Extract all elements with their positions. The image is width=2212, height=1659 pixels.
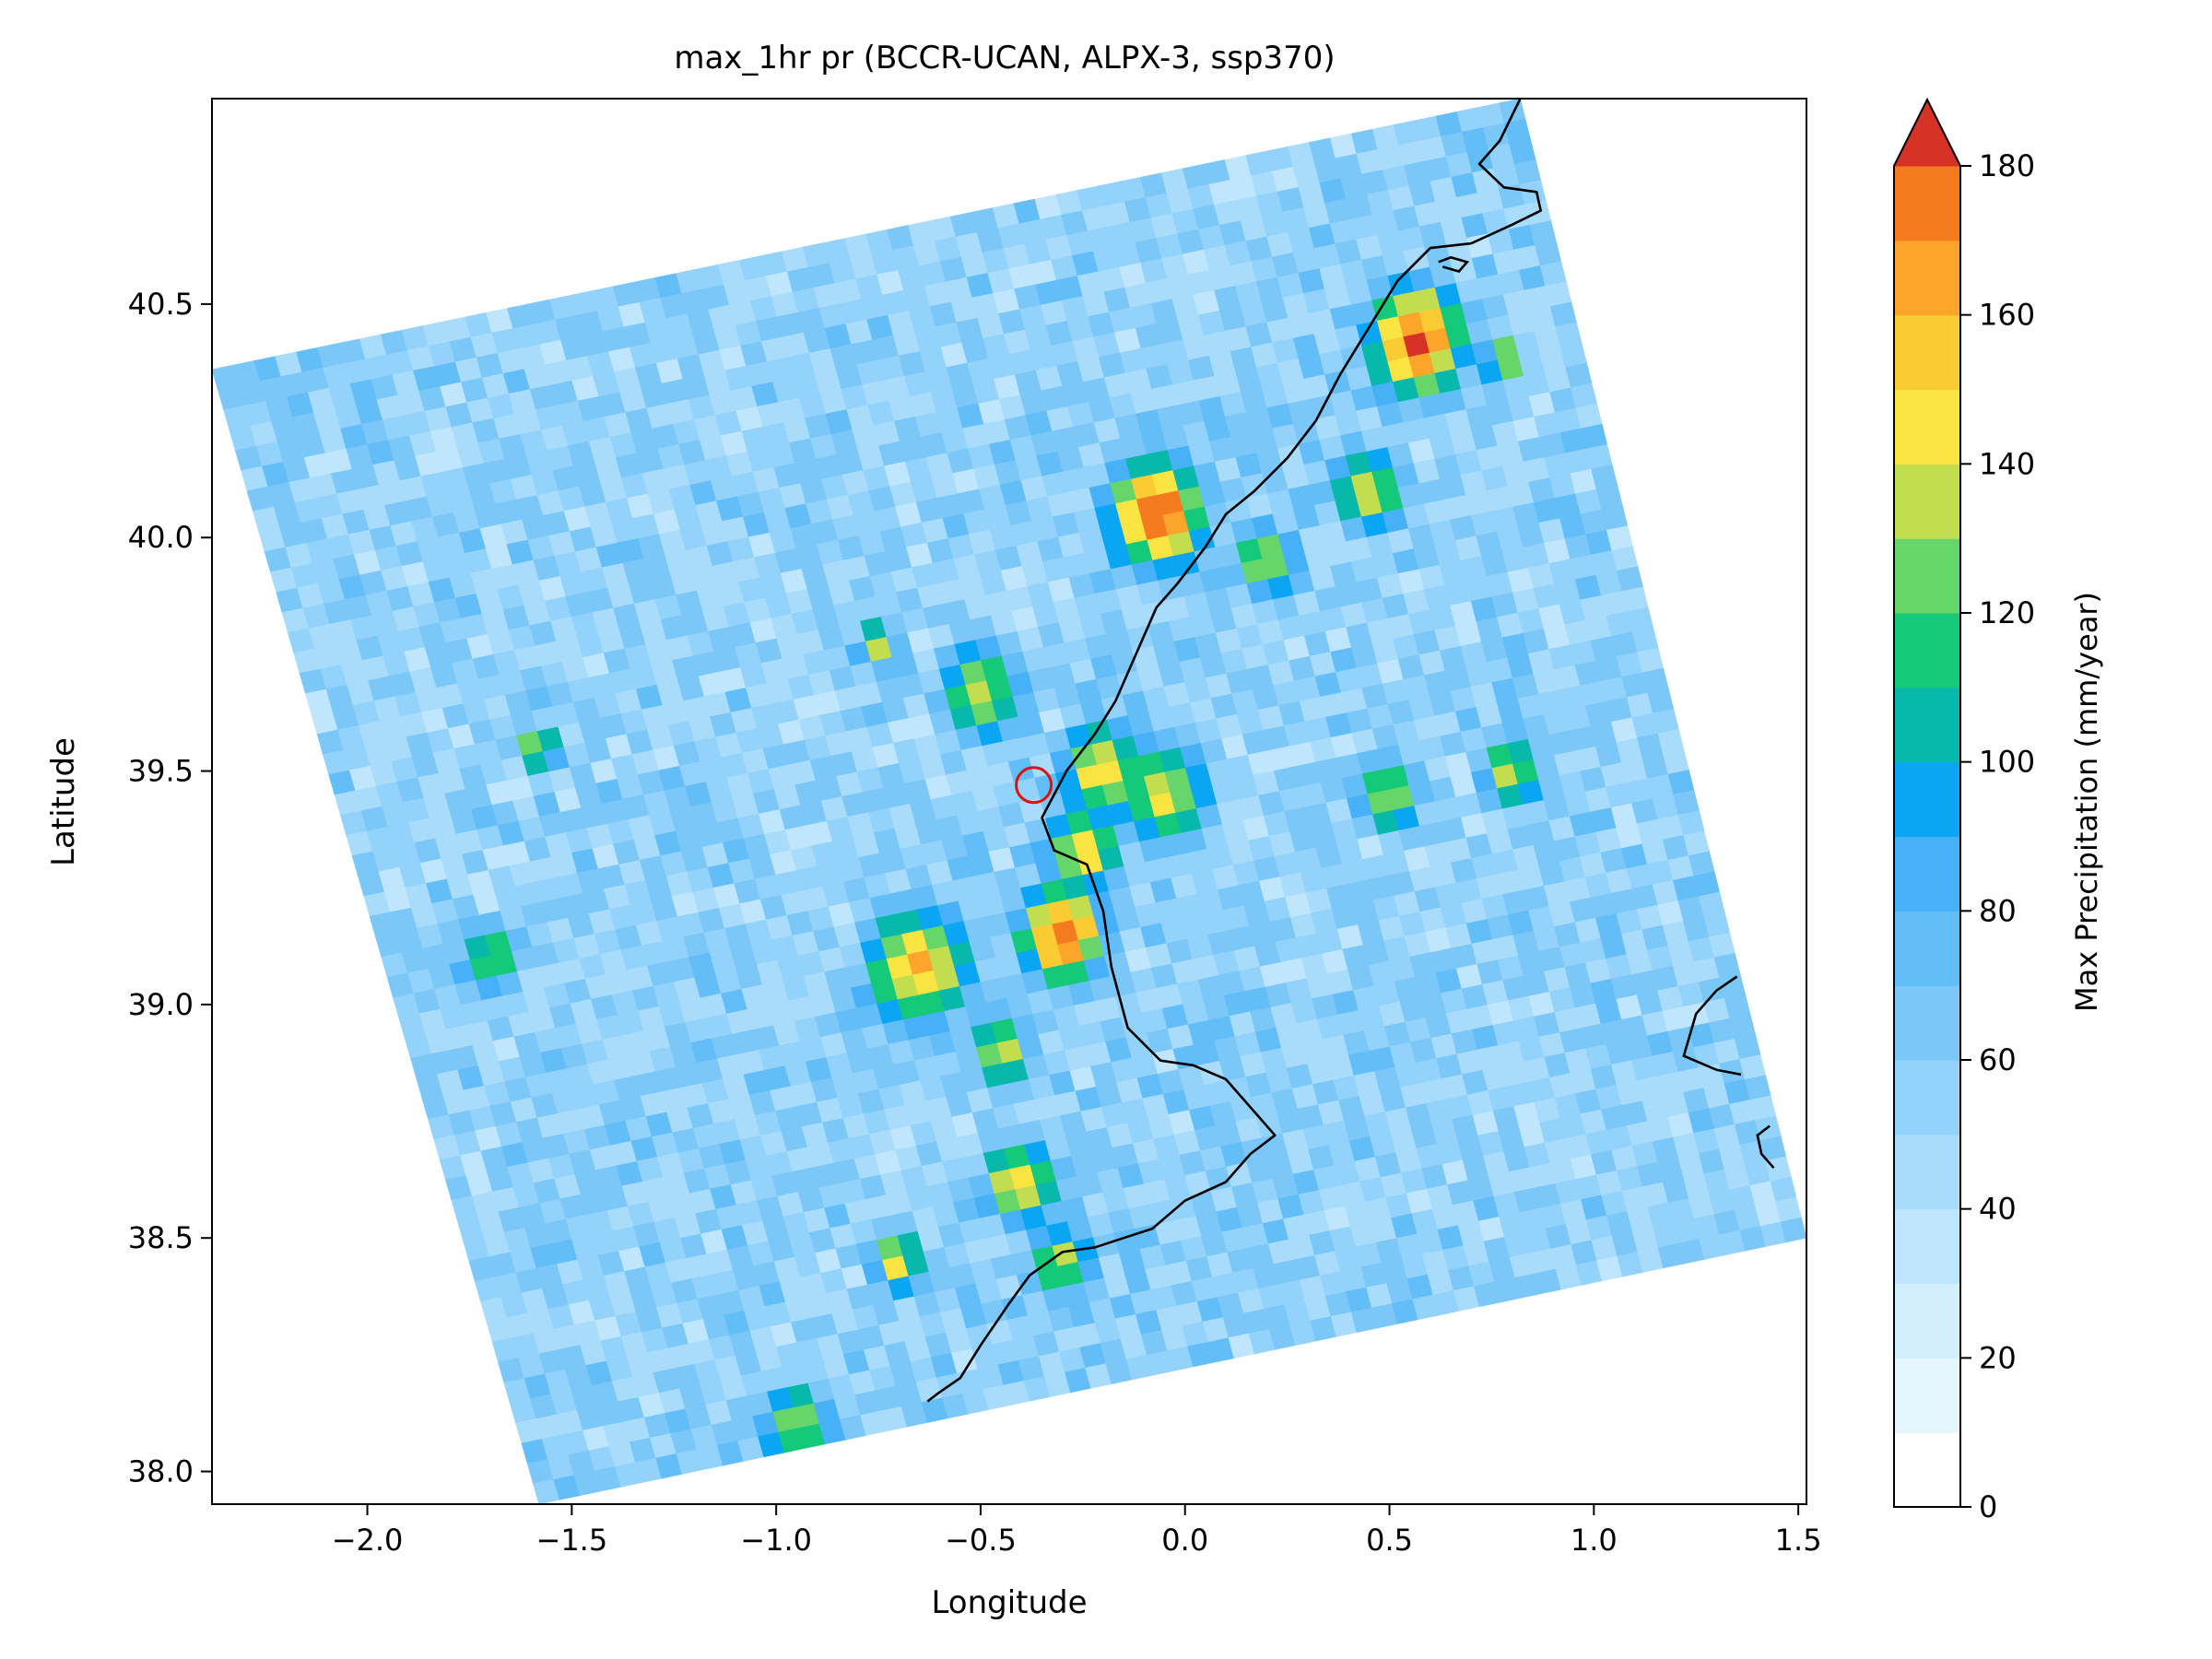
x-tick-label: 0.0	[1161, 1523, 1208, 1558]
colorbar-tick-label: 120	[1979, 595, 2035, 630]
colorbar-segment	[1894, 1432, 1960, 1508]
colorbar-tick-label: 40	[1979, 1192, 2017, 1227]
colorbar-segment	[1894, 1060, 1960, 1135]
colorbar-tick-label: 140	[1979, 446, 2035, 481]
colorbar-segment	[1894, 761, 1960, 838]
colorbar-segment	[1894, 464, 1960, 539]
colorbar-tick-label: 20	[1979, 1340, 2017, 1375]
x-tick-label: 1.0	[1571, 1523, 1618, 1558]
y-tick-label: 40.0	[128, 520, 194, 555]
colorbar-segment	[1894, 1283, 1960, 1359]
y-tick-label: 40.5	[128, 287, 194, 322]
colorbar-segment	[1894, 314, 1960, 391]
colorbar-label: Max Precipitation (mm/year)	[2069, 592, 2104, 1012]
colorbar-segment	[1894, 538, 1960, 614]
x-tick-label: −2.0	[332, 1523, 404, 1558]
y-tick-label: 39.5	[128, 754, 194, 789]
colorbar-tick-label: 180	[1979, 148, 2035, 183]
colorbar-tick-label: 0	[1979, 1489, 1997, 1524]
colorbar-segment	[1894, 1208, 1960, 1285]
precipitation-heatmap	[212, 99, 1806, 1504]
colorbar-tick-label: 100	[1979, 745, 2035, 780]
colorbar-tick-label: 60	[1979, 1042, 2017, 1077]
x-tick-label: −1.5	[536, 1523, 608, 1558]
y-tick-label: 38.0	[128, 1454, 194, 1489]
x-tick-label: −1.0	[740, 1523, 812, 1558]
colorbar-segment	[1894, 389, 1960, 465]
colorbar-segment	[1894, 1358, 1960, 1433]
x-tick-label: 1.5	[1775, 1523, 1822, 1558]
x-axis-label: Longitude	[931, 1584, 1087, 1621]
colorbar-segment	[1894, 911, 1960, 986]
y-tick-label: 39.0	[128, 987, 194, 1022]
colorbar-tick-label: 160	[1979, 298, 2035, 333]
x-tick-label: 0.5	[1366, 1523, 1413, 1558]
x-tick-label: −0.5	[945, 1523, 1017, 1558]
colorbar-segment	[1894, 687, 1960, 763]
colorbar-segment	[1894, 613, 1960, 688]
colorbar-segment	[1894, 1134, 1960, 1210]
chart-title: max_1hr pr (BCCR-UCAN, ALPX-3, ssp370)	[674, 40, 1335, 76]
plot-area	[211, 98, 1807, 1505]
colorbar-tick-label: 80	[1979, 893, 2017, 928]
y-tick-label: 38.5	[128, 1220, 194, 1255]
y-axis-label: Latitude	[45, 737, 82, 866]
colorbar-segment	[1894, 985, 1960, 1061]
colorbar-segment	[1894, 166, 1960, 241]
colorbar-segment	[1894, 836, 1960, 912]
colorbar-segment	[1894, 240, 1960, 316]
